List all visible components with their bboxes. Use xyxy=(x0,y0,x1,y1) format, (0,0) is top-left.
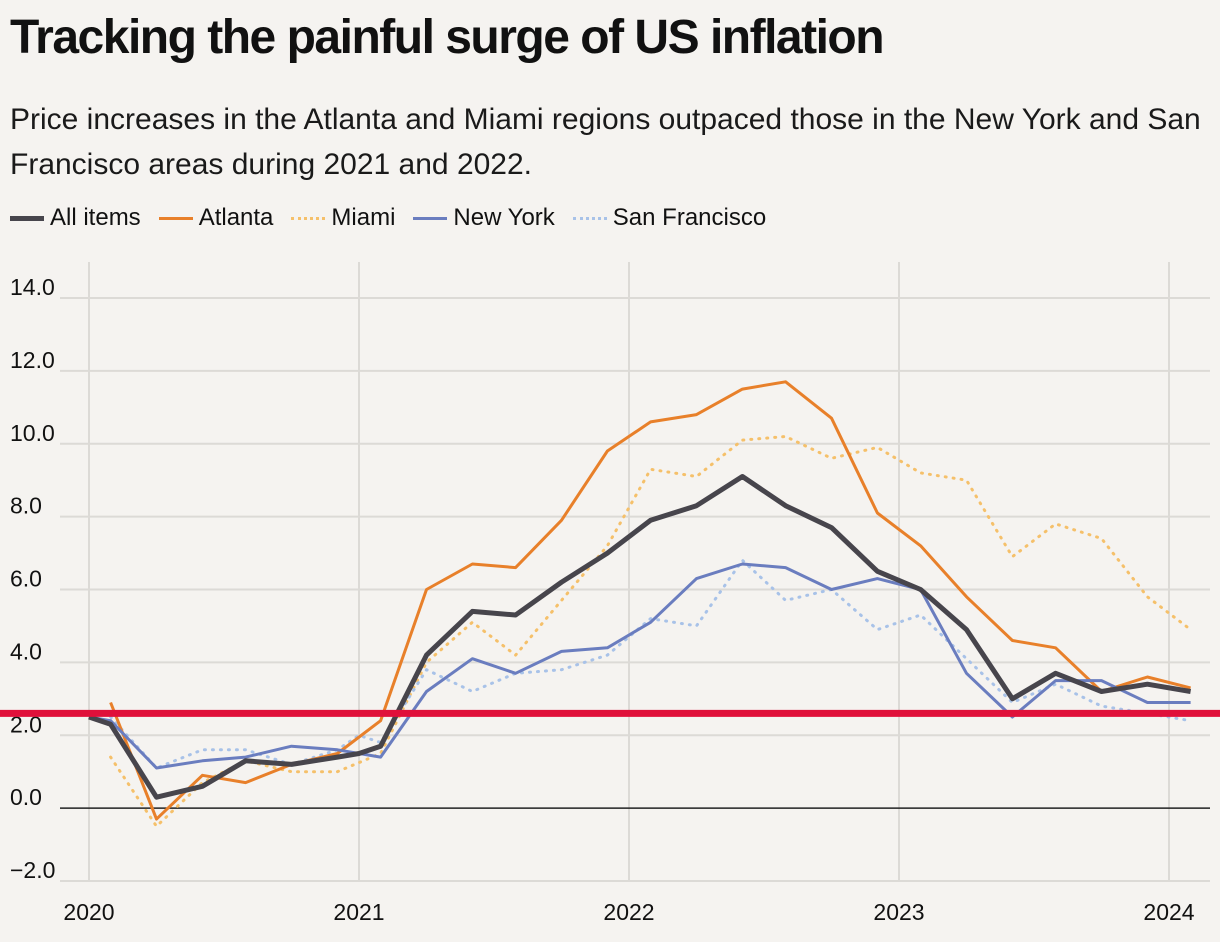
x-tick-label: 2023 xyxy=(873,899,924,925)
legend-item: All items xyxy=(10,204,141,232)
series-line-new-york xyxy=(88,562,1191,770)
legend-swatch xyxy=(413,216,448,220)
legend-label: Atlanta xyxy=(198,204,274,231)
legend-label: San Francisco xyxy=(612,204,767,231)
page-title: Tracking the painful surge of US inflati… xyxy=(10,11,885,64)
legend-label: Miami xyxy=(331,204,396,231)
y-tick-label: −2.0 xyxy=(10,857,55,883)
y-tick-label: 12.0 xyxy=(10,347,55,373)
series-line-san-francisco xyxy=(109,558,1193,770)
legend-swatch xyxy=(291,216,326,220)
series-line-miami xyxy=(109,435,1193,828)
y-tick-label: 8.0 xyxy=(10,493,42,519)
series-line-atlanta xyxy=(109,380,1191,821)
page-subtitle: Price increases in the Atlanta and Miami… xyxy=(10,103,1201,181)
legend-swatch xyxy=(572,216,607,220)
chart-legend: All items Atlanta Miami New York San Francis… xyxy=(10,204,766,232)
y-tick-label: 14.0 xyxy=(10,274,55,300)
legend-label: All items xyxy=(50,204,141,231)
y-tick-label: 0.0 xyxy=(10,784,42,810)
x-tick-label: 2021 xyxy=(333,899,384,925)
y-tick-label: 6.0 xyxy=(10,566,42,592)
x-tick-label: 2022 xyxy=(603,899,654,925)
legend-item: New York xyxy=(413,204,555,232)
x-tick-label: 2020 xyxy=(63,899,114,925)
y-tick-label: 10.0 xyxy=(10,420,55,446)
y-tick-label: 4.0 xyxy=(10,638,42,664)
legend-item: Atlanta xyxy=(158,204,274,232)
legend-item: Miami xyxy=(291,204,395,232)
legend-label: New York xyxy=(453,204,555,231)
legend-swatch xyxy=(10,215,44,221)
x-tick-label: 2024 xyxy=(1143,899,1194,925)
legend-swatch xyxy=(158,216,193,220)
legend-item: San Francisco xyxy=(572,204,767,232)
series-line-all-items xyxy=(88,474,1192,800)
